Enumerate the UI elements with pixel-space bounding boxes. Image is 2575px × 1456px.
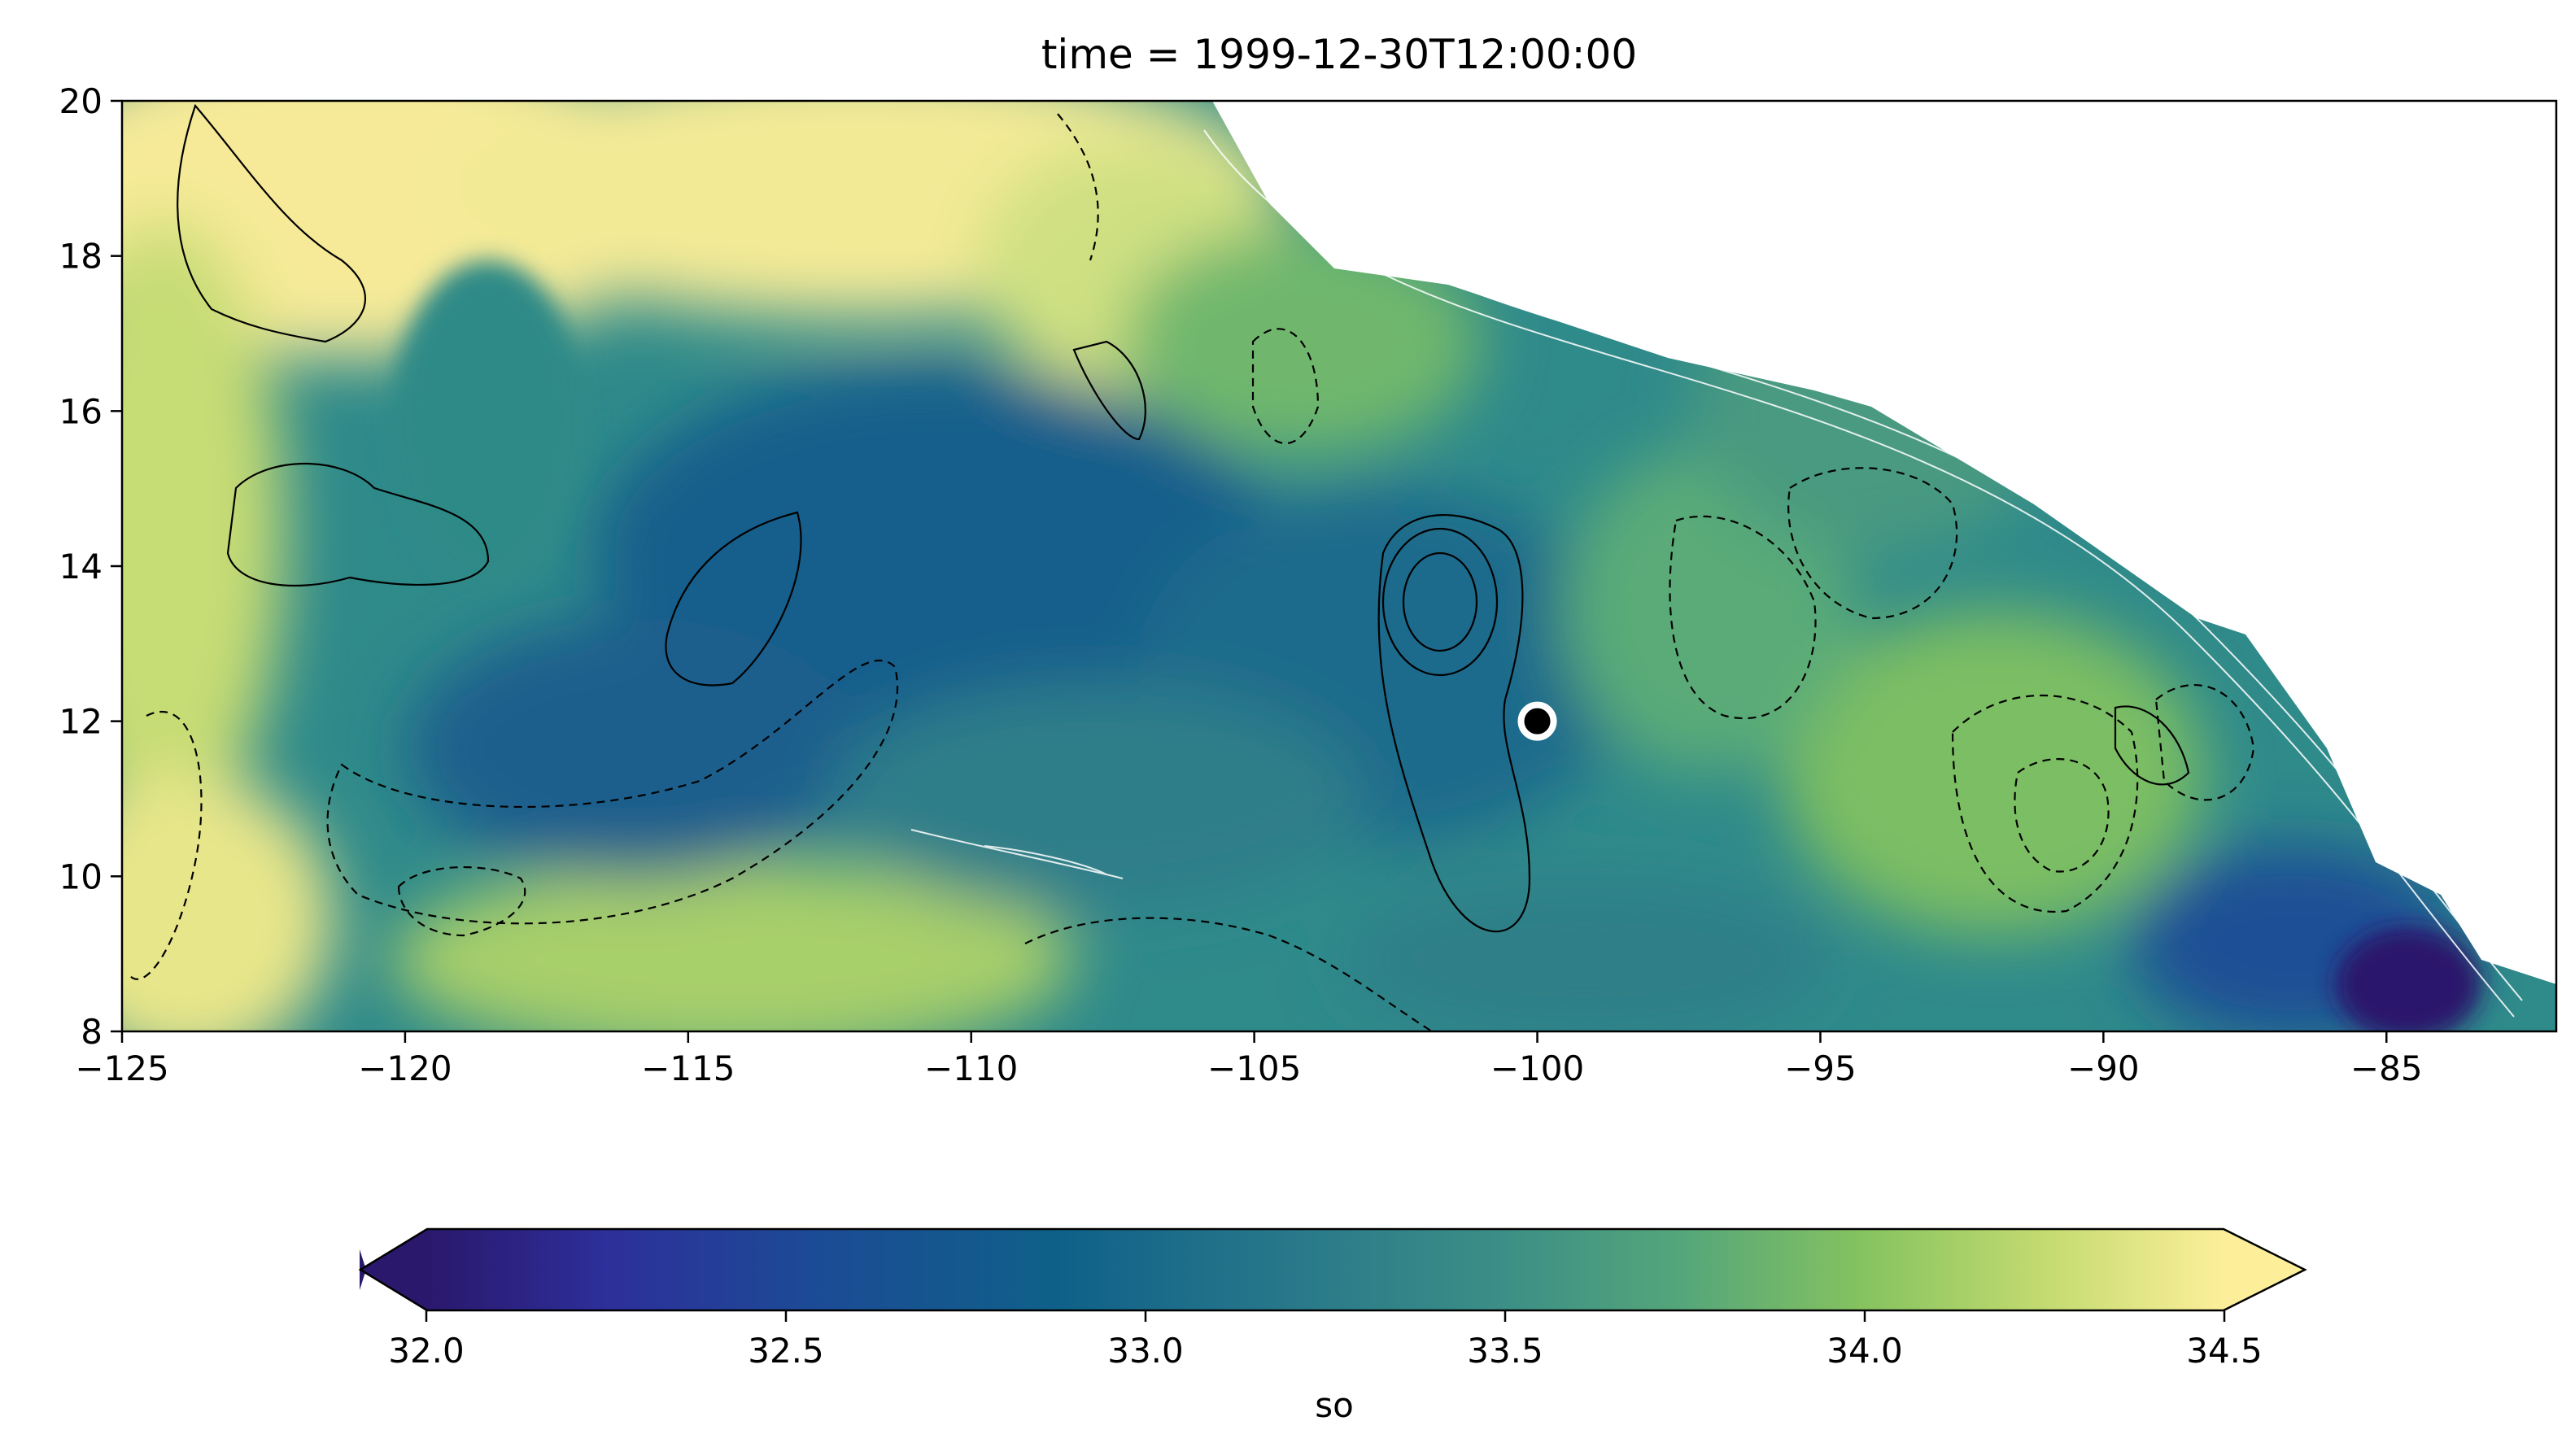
colorbar-tick-label: 33.0: [1107, 1331, 1184, 1371]
y-tick-label: 8: [81, 1012, 103, 1052]
x-tick-label: −125: [75, 1048, 168, 1088]
y-axis: 8 10 12 14 16 18 20: [59, 81, 122, 1052]
black-contours: [129, 103, 2255, 1031]
colorbar-tick-label: 32.0: [388, 1331, 465, 1371]
colorbar-label: so: [1315, 1385, 1354, 1425]
colorbar-extend-low-arrow: [360, 1229, 427, 1310]
x-tick-label: −85: [2350, 1048, 2423, 1088]
white-contours: [910, 113, 2523, 1018]
x-tick-label: −105: [1207, 1048, 1301, 1088]
contour-solid-3: [1402, 551, 1478, 652]
x-tick-label: −95: [1784, 1048, 1857, 1088]
x-axis: −125 −120 −115 −110 −105 −100 −95 −90 −85: [75, 1031, 2423, 1088]
y-tick-label: 18: [59, 237, 103, 277]
x-tick-label: −100: [1490, 1048, 1584, 1088]
contour-solid-2: [1381, 527, 1499, 677]
chart-title: time = 1999-12-30T12:00:00: [1041, 31, 1637, 78]
colorbar-tick-label: 33.5: [1467, 1331, 1543, 1371]
plot-area: [122, 101, 2556, 1031]
colorbar-extend-high-arrow: [2224, 1229, 2305, 1310]
x-tick-label: −90: [2067, 1048, 2140, 1088]
contour-dashed-11: [2154, 684, 2255, 801]
land-mask: [1212, 101, 2556, 984]
y-tick-label: 12: [59, 702, 103, 742]
contour-solid-8: [2114, 705, 2190, 786]
contour-dashed-7: [2014, 758, 2110, 873]
contour-dashed-3: [397, 865, 526, 937]
contour-solid-7: [1072, 340, 1146, 441]
contour-solid-5: [226, 463, 490, 587]
colorbar-tick-label: 32.5: [748, 1331, 824, 1371]
y-tick-label: 14: [59, 547, 103, 586]
colorbar-body: [426, 1229, 2224, 1310]
colorbar-tick-label: 34.5: [2186, 1331, 2263, 1371]
location-marker: [1517, 701, 1557, 741]
x-tick-label: −110: [924, 1048, 1018, 1088]
contour-dashed-4: [1669, 515, 1817, 720]
contour-solid-6: [177, 103, 367, 343]
colorbar-tick-label: 34.0: [1827, 1331, 1903, 1371]
contour-dashed-9: [1057, 113, 1099, 261]
contour-solid-4: [665, 511, 802, 687]
contour-solid-1: [1377, 514, 1531, 933]
y-tick-label: 10: [59, 857, 103, 896]
y-tick-label: 16: [59, 391, 103, 431]
colorbar-ticks: 32.0 32.5 33.0 33.5 34.0 34.5: [388, 1310, 2263, 1371]
contour-dashed-6: [1951, 695, 2139, 913]
colorbar: 32.0 32.5 33.0 33.5 34.0 34.5 so: [358, 1227, 2307, 1425]
x-tick-label: −120: [358, 1048, 452, 1088]
y-tick-label: 20: [59, 81, 103, 121]
contour-dashed-5: [1787, 467, 1958, 620]
contour-dashed-1: [129, 710, 203, 980]
contour-dashed-10: [1251, 328, 1320, 444]
x-tick-label: −115: [641, 1048, 735, 1088]
contour-dashed-8: [1024, 917, 1433, 1031]
